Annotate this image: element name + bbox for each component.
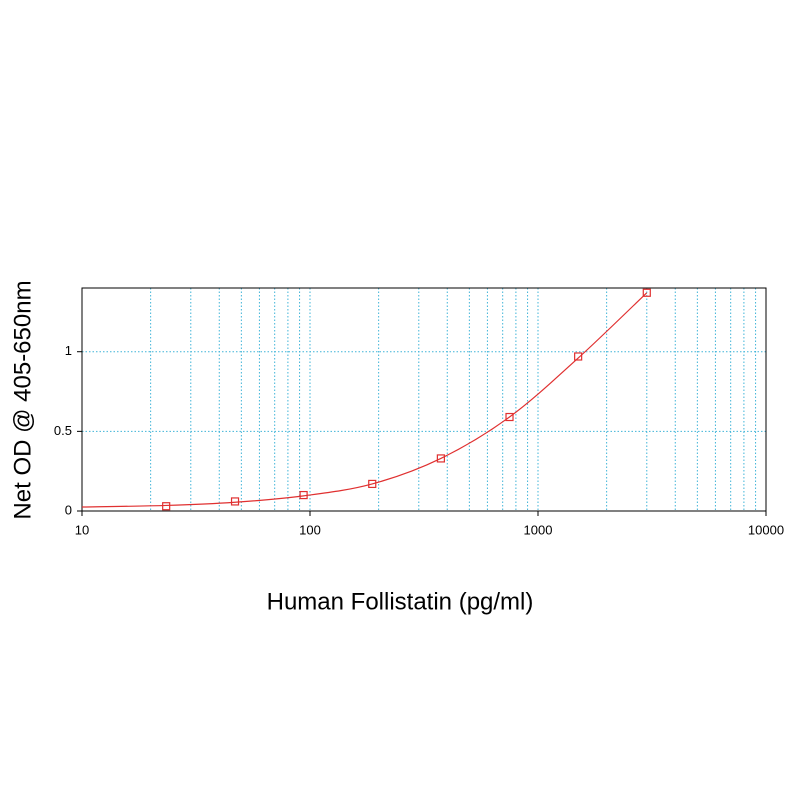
data-point — [642, 288, 651, 297]
y-tick-label: 0 — [65, 502, 72, 517]
data-point — [162, 502, 171, 511]
data-point — [574, 352, 583, 361]
data-point — [230, 497, 240, 506]
data-point — [505, 412, 514, 422]
y-tick-label: 1 — [65, 343, 72, 358]
data-point — [368, 479, 377, 489]
x-axis-label: Human Follistatin (pg/ml) — [267, 588, 534, 615]
x-tick-label: 10000 — [748, 522, 784, 537]
fit-curve — [81, 292, 648, 508]
data-point — [299, 490, 308, 500]
plot-frame — [81, 287, 767, 512]
x-tick-label: 1000 — [524, 522, 553, 537]
x-tick-label: 100 — [299, 522, 321, 537]
y-tick-label: 0.5 — [54, 423, 72, 438]
x-tick-label: 10 — [75, 522, 89, 537]
y-axis-label: Net OD @ 405-650nm — [9, 280, 36, 519]
data-point — [436, 454, 445, 463]
